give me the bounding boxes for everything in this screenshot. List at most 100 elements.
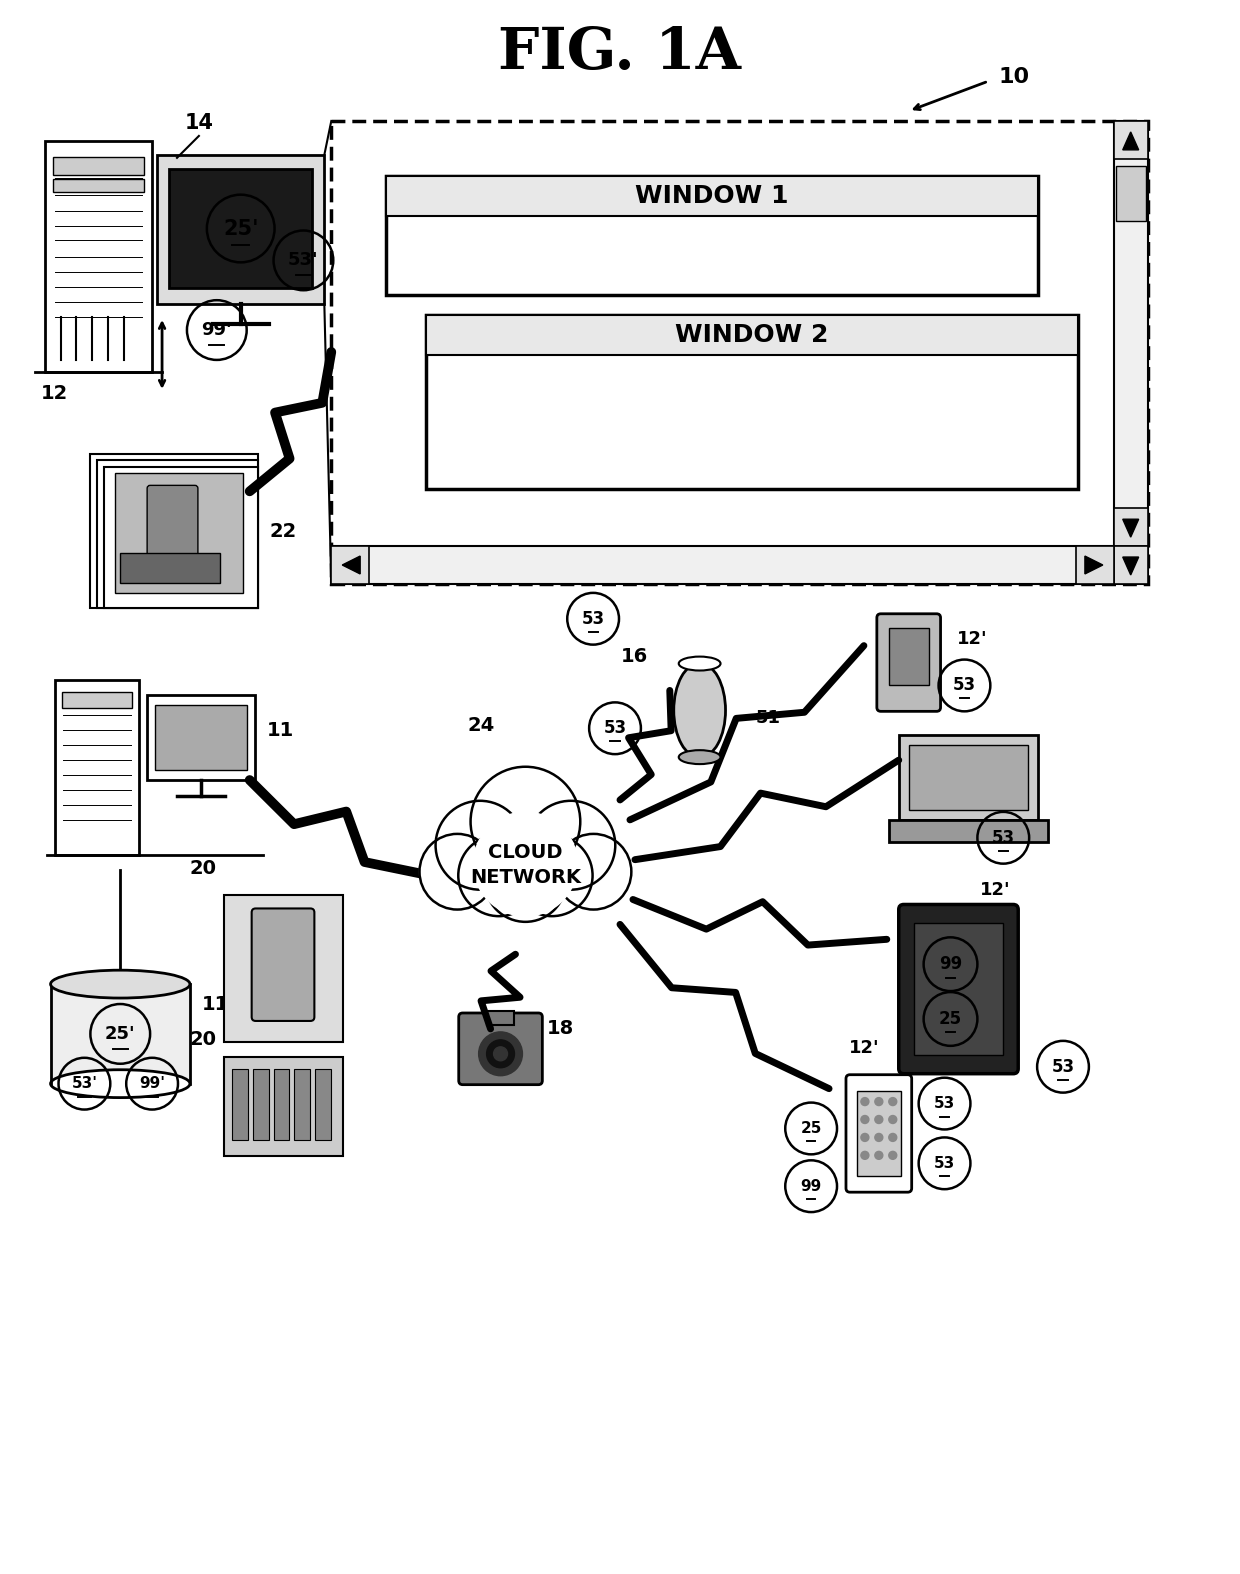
FancyBboxPatch shape <box>889 628 929 685</box>
Circle shape <box>419 834 495 910</box>
FancyBboxPatch shape <box>1114 121 1148 159</box>
Text: 53': 53' <box>72 1077 98 1091</box>
Text: 99: 99 <box>801 1179 822 1193</box>
FancyBboxPatch shape <box>331 546 1114 584</box>
FancyBboxPatch shape <box>148 485 198 581</box>
Text: 14: 14 <box>185 113 213 132</box>
Circle shape <box>889 1097 897 1105</box>
Text: WINDOW 2: WINDOW 2 <box>676 323 828 346</box>
FancyBboxPatch shape <box>252 908 315 1022</box>
Text: 12': 12' <box>981 880 1011 899</box>
FancyBboxPatch shape <box>899 735 1038 820</box>
Circle shape <box>861 1116 869 1124</box>
Circle shape <box>861 1151 869 1160</box>
FancyBboxPatch shape <box>294 1069 310 1141</box>
Text: 12': 12' <box>956 630 987 647</box>
FancyBboxPatch shape <box>51 984 190 1083</box>
FancyBboxPatch shape <box>223 894 343 1042</box>
FancyBboxPatch shape <box>52 179 144 192</box>
Text: 53: 53 <box>952 677 976 694</box>
Text: 25: 25 <box>939 1011 962 1028</box>
FancyBboxPatch shape <box>877 614 941 711</box>
Text: 51: 51 <box>755 710 780 727</box>
Ellipse shape <box>673 663 725 757</box>
FancyBboxPatch shape <box>331 121 1148 584</box>
Text: 53: 53 <box>604 719 626 737</box>
Circle shape <box>486 1040 515 1067</box>
Text: 99': 99' <box>139 1077 165 1091</box>
FancyBboxPatch shape <box>253 1069 269 1141</box>
FancyBboxPatch shape <box>386 176 1038 296</box>
Text: FIG. 1A: FIG. 1A <box>498 25 742 82</box>
Circle shape <box>875 1151 883 1160</box>
FancyBboxPatch shape <box>1116 165 1146 220</box>
Circle shape <box>526 801 615 889</box>
Circle shape <box>875 1116 883 1124</box>
FancyBboxPatch shape <box>486 1011 515 1025</box>
FancyBboxPatch shape <box>98 461 258 608</box>
Text: 53: 53 <box>1052 1058 1075 1075</box>
FancyBboxPatch shape <box>148 696 254 781</box>
Circle shape <box>875 1097 883 1105</box>
Text: 25': 25' <box>105 1025 135 1044</box>
FancyBboxPatch shape <box>274 1069 289 1141</box>
FancyBboxPatch shape <box>1114 121 1148 584</box>
Text: 53: 53 <box>582 609 605 628</box>
Text: 25': 25' <box>223 219 258 239</box>
FancyBboxPatch shape <box>315 1069 331 1141</box>
Text: CLOUD
NETWORK: CLOUD NETWORK <box>470 842 580 886</box>
Circle shape <box>889 1116 897 1124</box>
FancyBboxPatch shape <box>914 924 1003 1055</box>
Text: WINDOW 1: WINDOW 1 <box>635 184 789 208</box>
Polygon shape <box>1122 557 1138 575</box>
Polygon shape <box>1122 132 1138 150</box>
Text: 11': 11' <box>202 995 236 1014</box>
Circle shape <box>889 1133 897 1141</box>
Ellipse shape <box>678 656 720 671</box>
FancyBboxPatch shape <box>1076 546 1114 584</box>
Circle shape <box>861 1133 869 1141</box>
Text: 12: 12 <box>41 384 68 403</box>
Polygon shape <box>342 556 360 575</box>
Circle shape <box>556 834 631 910</box>
FancyBboxPatch shape <box>155 705 247 770</box>
FancyBboxPatch shape <box>846 1075 911 1192</box>
Text: 12': 12' <box>848 1039 879 1056</box>
Text: 53: 53 <box>992 829 1014 847</box>
FancyBboxPatch shape <box>857 1091 900 1176</box>
Text: 53: 53 <box>934 1155 955 1171</box>
Circle shape <box>494 1047 507 1061</box>
Text: 12': 12' <box>956 743 987 762</box>
FancyBboxPatch shape <box>1114 546 1148 584</box>
FancyBboxPatch shape <box>331 546 370 584</box>
FancyBboxPatch shape <box>55 680 139 855</box>
FancyBboxPatch shape <box>104 467 258 608</box>
Circle shape <box>861 1097 869 1105</box>
Circle shape <box>875 1133 883 1141</box>
FancyBboxPatch shape <box>115 474 243 593</box>
FancyBboxPatch shape <box>169 168 312 288</box>
Text: 22: 22 <box>269 521 296 540</box>
Circle shape <box>459 834 539 916</box>
FancyBboxPatch shape <box>45 142 153 371</box>
Ellipse shape <box>51 970 190 998</box>
Text: 53': 53' <box>288 252 319 269</box>
FancyBboxPatch shape <box>91 453 258 608</box>
Circle shape <box>479 1033 522 1075</box>
Text: 16: 16 <box>621 647 649 666</box>
Text: 53: 53 <box>934 1096 955 1111</box>
FancyBboxPatch shape <box>1114 508 1148 546</box>
Circle shape <box>485 841 567 922</box>
FancyBboxPatch shape <box>232 1069 248 1141</box>
Circle shape <box>435 801 525 889</box>
Text: 20: 20 <box>190 858 217 878</box>
FancyBboxPatch shape <box>899 905 1018 1073</box>
Text: 99': 99' <box>202 321 232 338</box>
Circle shape <box>511 834 593 916</box>
Circle shape <box>474 812 578 916</box>
Ellipse shape <box>678 751 720 763</box>
FancyBboxPatch shape <box>425 315 1078 356</box>
Circle shape <box>470 767 580 877</box>
FancyBboxPatch shape <box>459 1014 542 1084</box>
Text: 24: 24 <box>467 716 495 735</box>
